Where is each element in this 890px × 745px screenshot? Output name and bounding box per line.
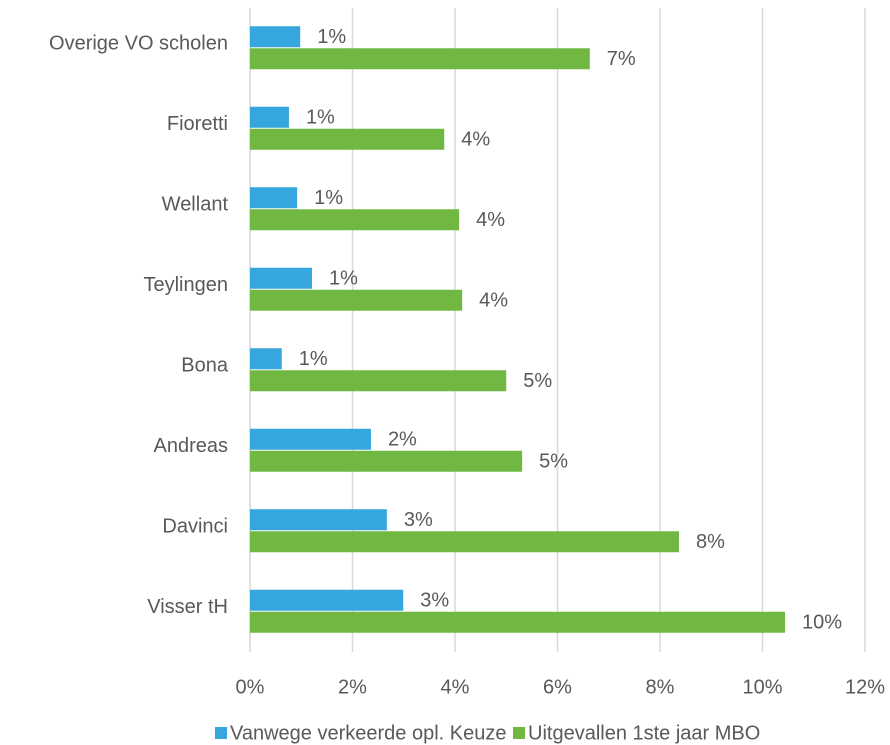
legend-swatch — [513, 727, 525, 739]
data-label: 5% — [539, 451, 568, 473]
data-label: 7% — [607, 48, 636, 70]
bar — [250, 267, 313, 289]
bar — [250, 428, 371, 450]
data-label: 2% — [388, 429, 417, 451]
bar — [250, 531, 679, 553]
y-tick-label: Teylingen — [143, 274, 228, 296]
bar — [250, 370, 507, 392]
data-label: 1% — [329, 268, 358, 290]
data-label: 5% — [523, 370, 552, 392]
bar — [250, 289, 463, 311]
x-tick-label: 6% — [543, 676, 572, 698]
y-tick-label: Bona — [181, 355, 229, 377]
data-label: 1% — [306, 107, 335, 129]
bar — [250, 106, 289, 128]
y-tick-label: Andreas — [154, 435, 229, 457]
bar — [250, 48, 590, 70]
data-label: 1% — [299, 348, 328, 370]
x-tick-label: 8% — [646, 676, 675, 698]
y-tick-label: Fioretti — [167, 113, 228, 135]
legend-swatch — [215, 727, 227, 739]
legend-label: Uitgevallen 1ste jaar MBO — [528, 722, 760, 744]
data-label: 4% — [479, 290, 508, 312]
legend-label: Vanwege verkeerde opl. Keuze — [230, 722, 506, 744]
data-label: 10% — [802, 612, 842, 634]
data-label: 4% — [476, 209, 505, 231]
bar — [250, 187, 298, 209]
bar — [250, 450, 523, 472]
bar — [250, 128, 445, 150]
y-tick-label: Overige VO scholen — [49, 33, 228, 55]
bar — [250, 26, 301, 48]
data-label: 1% — [314, 187, 343, 209]
x-tick-label: 12% — [845, 676, 885, 698]
bar — [250, 209, 460, 231]
y-tick-label: Davinci — [162, 516, 228, 538]
y-tick-label: Visser tH — [147, 596, 228, 618]
bar — [250, 611, 786, 633]
x-tick-label: 0% — [236, 676, 265, 698]
bar — [250, 348, 282, 370]
data-label: 3% — [404, 509, 433, 531]
data-label: 8% — [696, 531, 725, 553]
x-tick-label: 10% — [742, 676, 782, 698]
bar — [250, 509, 387, 531]
y-tick-label: Wellant — [162, 194, 229, 216]
data-label: 4% — [461, 129, 490, 151]
x-tick-label: 4% — [441, 676, 470, 698]
data-label: 1% — [317, 26, 346, 48]
data-label: 3% — [420, 590, 449, 612]
bar — [250, 589, 404, 611]
x-tick-label: 2% — [338, 676, 367, 698]
